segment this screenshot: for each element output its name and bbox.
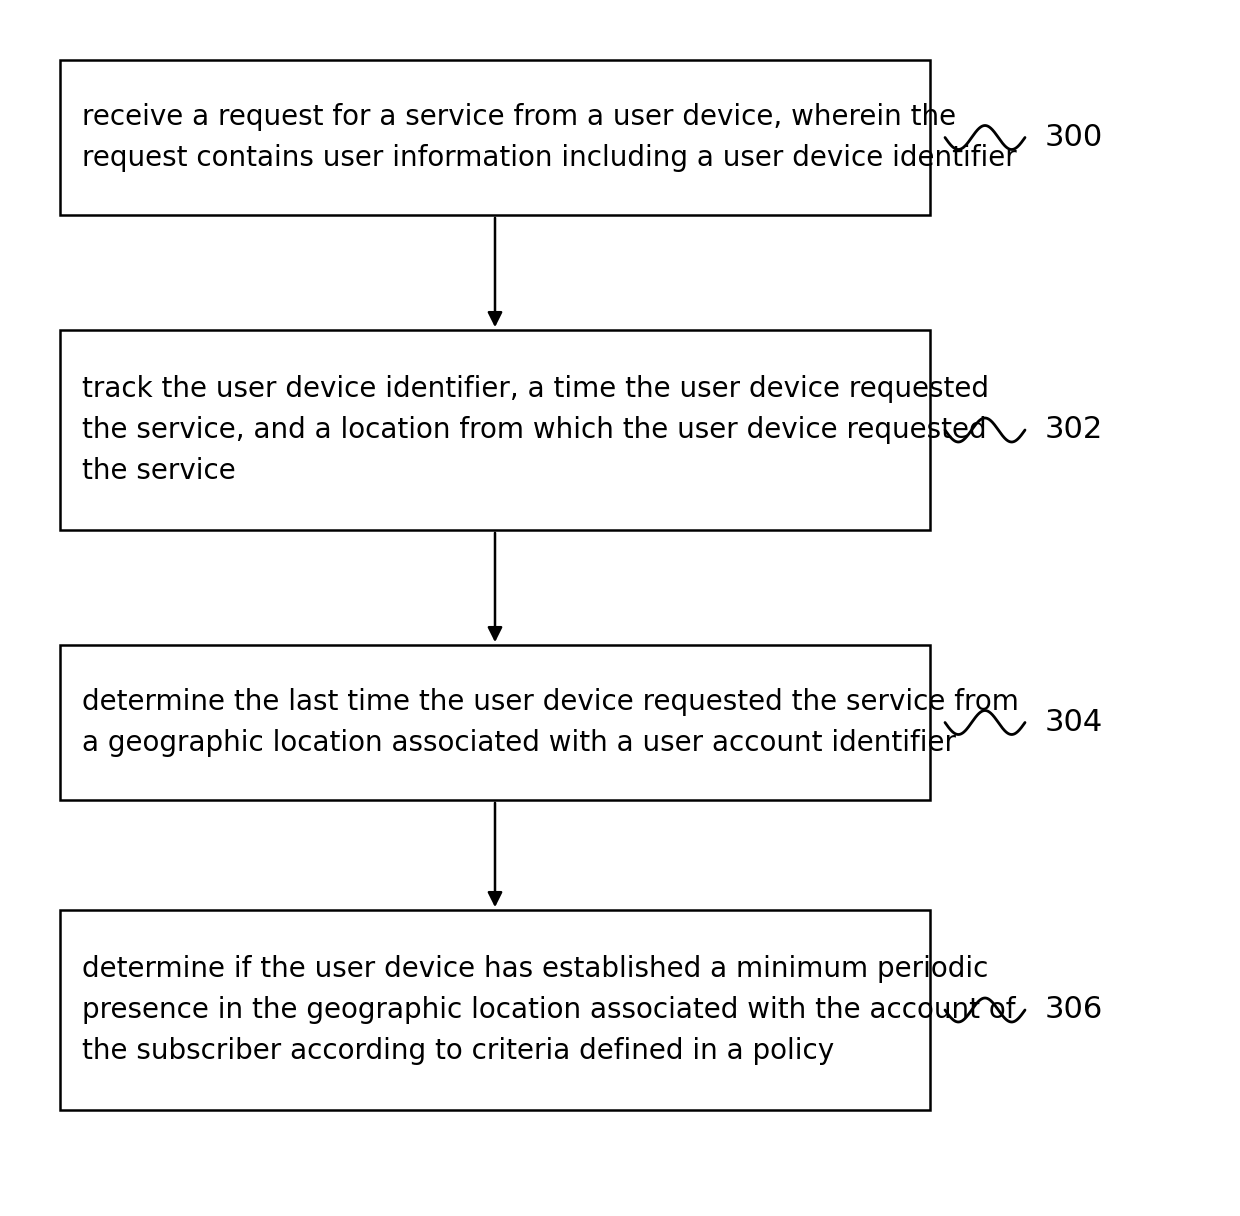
Text: 304: 304: [1045, 708, 1104, 737]
Text: 302: 302: [1045, 416, 1104, 445]
Text: 306: 306: [1045, 996, 1104, 1025]
Bar: [60, 330, 930, 530]
Bar: [60, 910, 930, 1110]
Text: 300: 300: [1045, 123, 1104, 152]
Text: determine the last time the user device requested the service from
a geographic : determine the last time the user device …: [82, 688, 1019, 758]
Text: receive a request for a service from a user device, wherein the
request contains: receive a request for a service from a u…: [82, 103, 1017, 173]
Bar: [60, 60, 930, 215]
Text: determine if the user device has established a minimum periodic
presence in the : determine if the user device has establi…: [82, 955, 1016, 1065]
Text: track the user device identifier, a time the user device requested
the service, : track the user device identifier, a time…: [82, 375, 990, 485]
Bar: [60, 644, 930, 800]
